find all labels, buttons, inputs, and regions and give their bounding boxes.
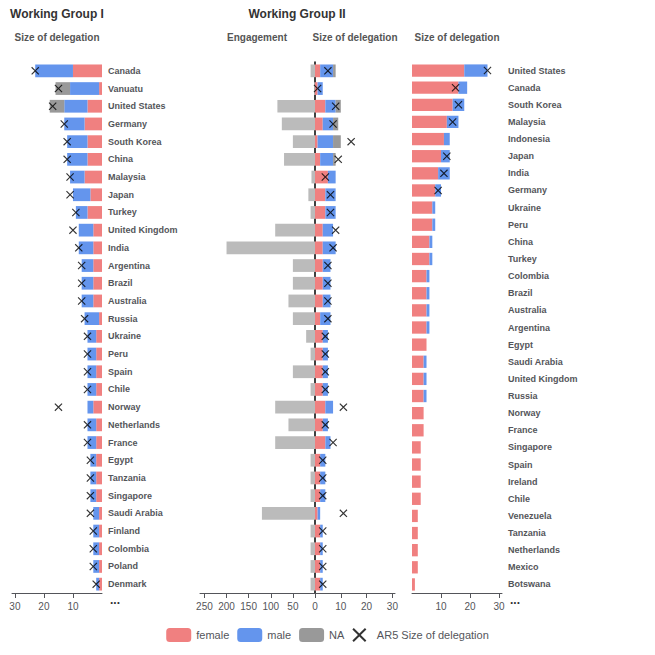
svg-text:Size of delegation: Size of delegation — [414, 32, 499, 43]
svg-text:250: 250 — [196, 601, 213, 612]
svg-text:China: China — [108, 154, 134, 164]
svg-text:AR5 Size of delegation: AR5 Size of delegation — [377, 629, 489, 641]
svg-text:10: 10 — [435, 601, 447, 612]
svg-text:Colombia: Colombia — [508, 271, 550, 281]
svg-text:Spain: Spain — [108, 367, 133, 377]
svg-text:Working Group II: Working Group II — [248, 7, 345, 21]
svg-text:Argentina: Argentina — [508, 323, 551, 333]
svg-text:Colombia: Colombia — [108, 544, 150, 554]
svg-text:Peru: Peru — [508, 220, 528, 230]
svg-text:Venezuela: Venezuela — [508, 511, 553, 521]
svg-text:Egypt: Egypt — [108, 455, 133, 465]
svg-text:Mexico: Mexico — [508, 562, 539, 572]
svg-text:Egypt: Egypt — [508, 340, 533, 350]
svg-text:Chile: Chile — [508, 494, 530, 504]
svg-text:Germany: Germany — [508, 185, 547, 195]
svg-text:Malaysia: Malaysia — [108, 172, 147, 182]
svg-text:Canada: Canada — [108, 66, 142, 76]
svg-text:Singapore: Singapore — [108, 491, 152, 501]
svg-text:Tanzania: Tanzania — [108, 473, 147, 483]
svg-text:India: India — [508, 168, 530, 178]
svg-text:Netherlands: Netherlands — [508, 545, 560, 555]
svg-text:30: 30 — [387, 601, 399, 612]
svg-text:South Korea: South Korea — [508, 100, 562, 110]
svg-text:Size of delegation: Size of delegation — [14, 32, 99, 43]
svg-text:Saudi Arabia: Saudi Arabia — [108, 508, 164, 518]
svg-text:Poland: Poland — [108, 561, 138, 571]
svg-text:Australia: Australia — [508, 305, 548, 315]
svg-text:Ukraine: Ukraine — [508, 203, 541, 213]
svg-text:China: China — [508, 237, 534, 247]
svg-text:20: 20 — [361, 601, 373, 612]
svg-text:United Kingdom: United Kingdom — [508, 374, 578, 384]
svg-text:Russia: Russia — [108, 314, 139, 324]
svg-text:Botswana: Botswana — [508, 579, 552, 589]
svg-text:100: 100 — [262, 601, 279, 612]
svg-text:20: 20 — [465, 601, 477, 612]
svg-text:...: ... — [510, 593, 520, 607]
svg-text:20: 20 — [38, 601, 50, 612]
svg-text:Finland: Finland — [108, 526, 140, 536]
svg-text:male: male — [267, 629, 291, 641]
svg-text:Brazil: Brazil — [508, 288, 533, 298]
svg-text:Peru: Peru — [108, 349, 128, 359]
svg-text:Singapore: Singapore — [508, 442, 552, 452]
svg-text:United States: United States — [508, 66, 566, 76]
svg-text:female: female — [196, 629, 229, 641]
svg-text:10: 10 — [335, 601, 347, 612]
svg-text:Size of delegation: Size of delegation — [312, 32, 397, 43]
svg-text:South Korea: South Korea — [108, 137, 162, 147]
svg-text:Japan: Japan — [508, 151, 534, 161]
svg-text:10: 10 — [67, 601, 79, 612]
svg-text:Turkey: Turkey — [108, 207, 137, 217]
svg-text:NA: NA — [329, 629, 345, 641]
svg-text:India: India — [108, 243, 130, 253]
svg-text:Germany: Germany — [108, 119, 147, 129]
svg-text:200: 200 — [218, 601, 235, 612]
svg-text:0: 0 — [312, 601, 318, 612]
svg-text:Brazil: Brazil — [108, 278, 133, 288]
svg-text:Turkey: Turkey — [508, 254, 537, 264]
svg-text:Norway: Norway — [508, 408, 541, 418]
svg-text:Saudi Arabia: Saudi Arabia — [508, 357, 564, 367]
svg-text:30: 30 — [494, 601, 506, 612]
svg-text:United Kingdom: United Kingdom — [108, 225, 178, 235]
svg-text:Indonesia: Indonesia — [508, 134, 551, 144]
svg-text:Netherlands: Netherlands — [108, 420, 160, 430]
svg-text:Ireland: Ireland — [508, 477, 538, 487]
svg-text:Canada: Canada — [508, 83, 542, 93]
svg-text:150: 150 — [240, 601, 257, 612]
svg-text:Vanuatu: Vanuatu — [108, 84, 143, 94]
svg-text:Malaysia: Malaysia — [508, 117, 547, 127]
svg-text:Norway: Norway — [108, 402, 141, 412]
svg-text:France: France — [508, 425, 538, 435]
svg-text:Spain: Spain — [508, 460, 533, 470]
svg-text:...: ... — [110, 593, 120, 607]
svg-text:Denmark: Denmark — [108, 579, 148, 589]
svg-text:Argentina: Argentina — [108, 261, 151, 271]
svg-text:Tanzania: Tanzania — [508, 528, 547, 538]
svg-text:United States: United States — [108, 101, 166, 111]
svg-text:Australia: Australia — [108, 296, 148, 306]
svg-text:Engagement: Engagement — [227, 32, 288, 43]
svg-text:50: 50 — [287, 601, 299, 612]
svg-text:Japan: Japan — [108, 190, 134, 200]
svg-text:Russia: Russia — [508, 391, 539, 401]
svg-text:Working Group I: Working Group I — [10, 7, 104, 21]
svg-text:France: France — [108, 438, 138, 448]
svg-text:Ukraine: Ukraine — [108, 331, 141, 341]
svg-text:Chile: Chile — [108, 384, 130, 394]
svg-text:30: 30 — [9, 601, 21, 612]
